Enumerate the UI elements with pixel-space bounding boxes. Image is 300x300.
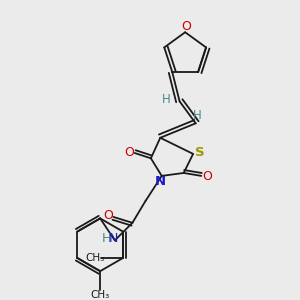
Text: H: H — [162, 93, 171, 106]
Text: H: H — [101, 232, 111, 245]
Text: O: O — [124, 146, 134, 159]
Text: N: N — [155, 175, 166, 188]
Text: O: O — [182, 20, 192, 34]
Text: CH₃: CH₃ — [91, 290, 110, 300]
Text: H: H — [193, 110, 202, 122]
Text: O: O — [103, 209, 113, 222]
Text: CH₃: CH₃ — [85, 253, 104, 263]
Text: S: S — [195, 146, 204, 159]
Text: N: N — [109, 232, 118, 245]
Text: O: O — [202, 170, 212, 183]
